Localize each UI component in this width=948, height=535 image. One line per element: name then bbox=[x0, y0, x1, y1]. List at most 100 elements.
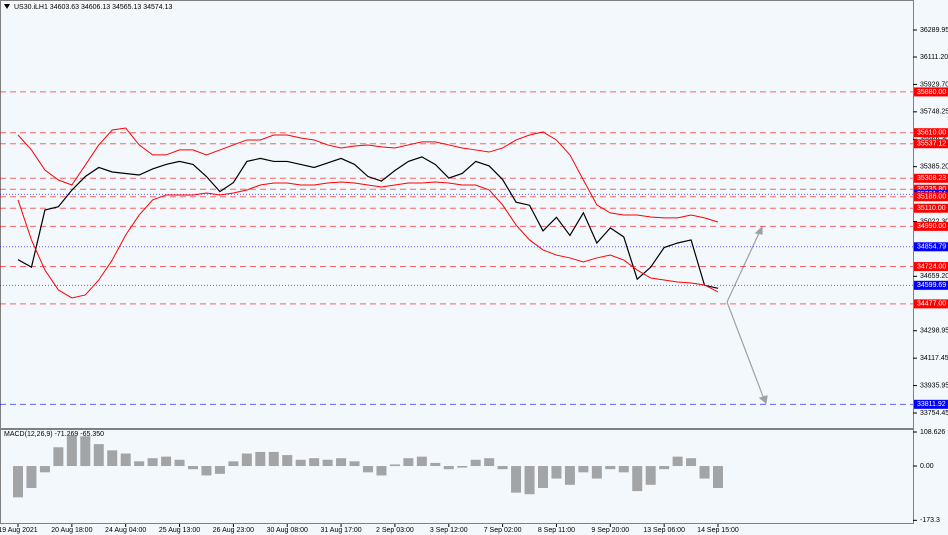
x-tick-label: 8 Sep 11:00 bbox=[538, 527, 575, 534]
x-tick-label: 9 Sep 20:00 bbox=[591, 527, 629, 534]
x-tick-label: 2 Sep 03:00 bbox=[376, 527, 414, 534]
y-tick-label: 35385.20 bbox=[920, 164, 948, 171]
x-tick-label: 24 Aug 04:00 bbox=[105, 527, 146, 534]
x-tick-label: 30 Aug 08:00 bbox=[267, 527, 308, 534]
y-tick-label: 34298.95 bbox=[920, 328, 948, 335]
macd-bar bbox=[591, 466, 602, 479]
macd-bar bbox=[389, 464, 400, 467]
y-tick-label: 33935.95 bbox=[920, 382, 948, 389]
y-tick-label: 35022.30 bbox=[920, 218, 948, 225]
macd-bar bbox=[295, 459, 306, 467]
level-tag bbox=[914, 173, 948, 183]
macd-bar bbox=[659, 466, 670, 470]
y-tick-label: 35929.70 bbox=[920, 81, 948, 88]
macd-bar bbox=[605, 466, 616, 470]
macd-bar bbox=[107, 450, 118, 467]
y-tick-label: 36289.95 bbox=[920, 27, 948, 34]
macd-bar bbox=[430, 462, 441, 467]
macd-y-tick-label: 108.626 bbox=[920, 429, 945, 436]
macd-bar bbox=[161, 456, 172, 467]
macd-y-tick-label: -173.3 bbox=[920, 517, 940, 524]
arrow-head bbox=[758, 395, 768, 405]
level-tag bbox=[914, 203, 948, 213]
macd-bar bbox=[255, 451, 266, 467]
macd-bar bbox=[120, 453, 131, 467]
level-tag bbox=[914, 280, 948, 290]
level-tag bbox=[914, 242, 948, 252]
level-tag bbox=[914, 87, 948, 97]
macd-y-tick-label: 0.00 bbox=[920, 463, 934, 470]
level-tag bbox=[914, 128, 948, 138]
macd-bar bbox=[201, 466, 212, 476]
x-tick-label: 25 Aug 13:00 bbox=[159, 527, 200, 534]
x-tick-label: 20 Aug 18:00 bbox=[51, 527, 92, 534]
macd-bar bbox=[699, 466, 710, 479]
y-tick-label: 34117.45 bbox=[920, 355, 948, 362]
macd-bar bbox=[524, 466, 535, 495]
band-line bbox=[17, 127, 719, 223]
macd-label: MACD(12,26,9) -71.269 -65.350 bbox=[4, 431, 104, 438]
arrow-down bbox=[726, 301, 765, 400]
macd-bar bbox=[376, 466, 387, 476]
chart-title: US30.iLH1 34603.63 34606.13 34565.13 345… bbox=[14, 4, 173, 11]
level-label: 35537.12 bbox=[917, 141, 946, 148]
macd-bar bbox=[497, 466, 508, 470]
macd-bar bbox=[282, 455, 293, 467]
y-tick-label: 35748.25 bbox=[920, 109, 948, 116]
level-label: 34724.00 bbox=[917, 263, 946, 270]
band-line bbox=[17, 181, 719, 299]
x-tick-label: 19 Aug 2021 bbox=[0, 527, 38, 534]
macd-bar bbox=[578, 466, 589, 473]
macd-bar bbox=[538, 466, 548, 488]
level-tag bbox=[914, 139, 948, 149]
level-tag bbox=[914, 184, 948, 194]
level-tag bbox=[914, 192, 948, 202]
macd-bar bbox=[564, 466, 575, 485]
macd-bar bbox=[13, 466, 23, 498]
y-tick-label: 36111.20 bbox=[920, 54, 948, 61]
menu-icon bbox=[4, 4, 10, 9]
macd-bar bbox=[457, 466, 468, 468]
macd-bar bbox=[39, 466, 50, 473]
macd-bar bbox=[336, 458, 347, 467]
macd-bar bbox=[53, 447, 64, 467]
macd-bar bbox=[147, 458, 158, 467]
macd-bar bbox=[645, 466, 656, 485]
level-label: 33811.92 bbox=[917, 401, 946, 408]
macd-bar bbox=[363, 466, 373, 473]
macd-bar bbox=[268, 451, 279, 467]
macd-bar bbox=[618, 466, 629, 473]
arrow-head bbox=[754, 225, 763, 235]
x-tick-label: 13 Sep 06:00 bbox=[643, 527, 685, 534]
x-tick-label: 3 Sep 12:00 bbox=[430, 527, 468, 534]
macd-bar bbox=[686, 458, 697, 467]
level-label: 35610.00 bbox=[917, 130, 946, 137]
macd-bar bbox=[632, 466, 643, 492]
price-line bbox=[17, 156, 719, 289]
macd-bar bbox=[416, 456, 427, 467]
macd-bar bbox=[443, 466, 454, 470]
macd-bar bbox=[241, 453, 252, 467]
level-tag bbox=[914, 262, 948, 272]
macd-bar bbox=[403, 458, 414, 467]
y-tick-label: 33754.45 bbox=[920, 410, 948, 417]
macd-bar bbox=[309, 458, 320, 467]
level-label: 34477.00 bbox=[917, 301, 946, 308]
macd-bar bbox=[322, 459, 333, 467]
x-tick-label: 26 Aug 23:00 bbox=[213, 527, 254, 534]
macd-bar bbox=[214, 466, 225, 474]
macd-bar bbox=[93, 444, 104, 467]
x-tick-label: 31 Aug 17:00 bbox=[320, 527, 361, 534]
level-tag bbox=[914, 221, 948, 231]
level-label: 34990.00 bbox=[917, 223, 946, 230]
macd-bar bbox=[134, 461, 145, 467]
level-label: 35186.00 bbox=[917, 194, 946, 201]
level-label: 35308.23 bbox=[917, 175, 946, 182]
level-label: 35110.00 bbox=[917, 205, 946, 212]
level-label: 34599.69 bbox=[917, 282, 946, 289]
macd-bar bbox=[470, 459, 481, 467]
macd-bar bbox=[511, 466, 522, 493]
macd-bar bbox=[484, 458, 495, 467]
